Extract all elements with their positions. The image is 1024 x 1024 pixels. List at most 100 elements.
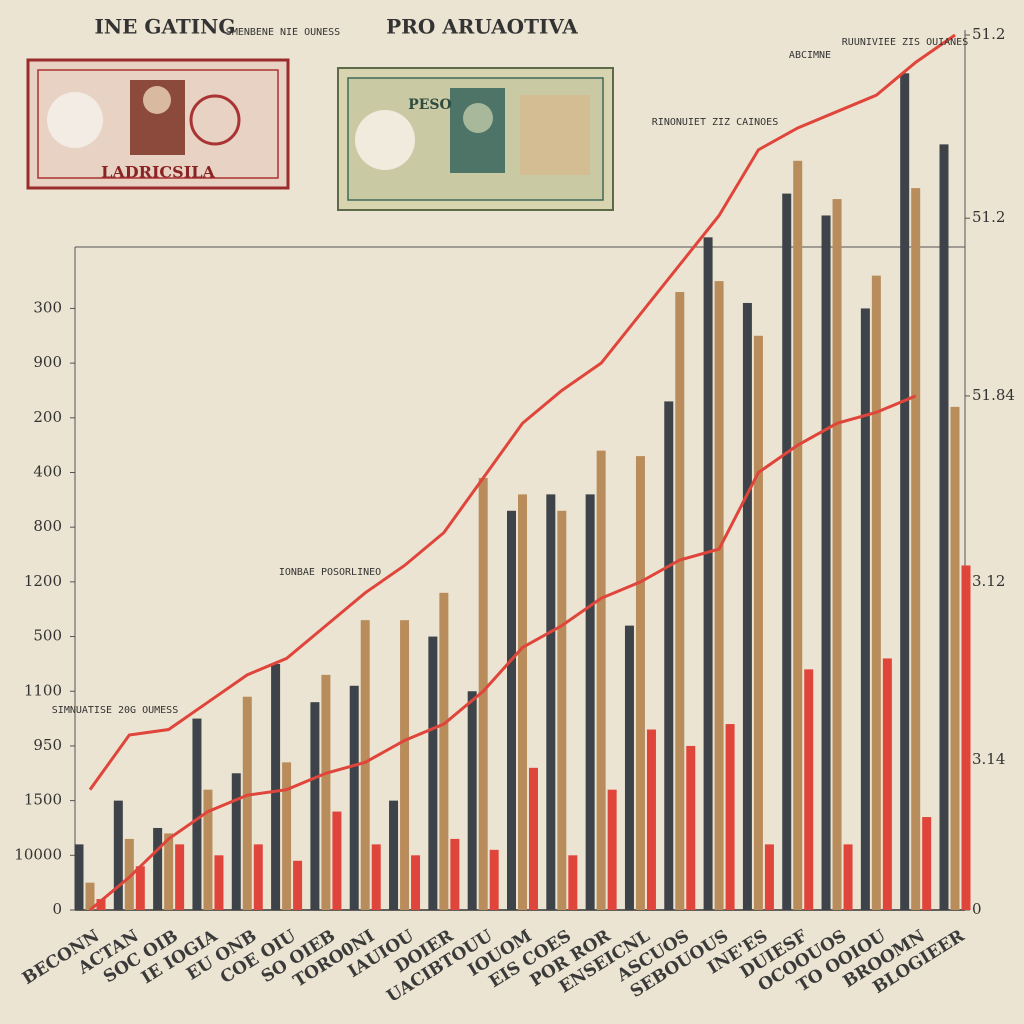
bar — [360, 620, 370, 910]
annotation: ABCIMNE — [789, 50, 831, 61]
bar — [153, 827, 163, 910]
bar — [821, 215, 831, 910]
bar — [675, 292, 685, 910]
bar — [596, 450, 606, 910]
bar — [310, 702, 320, 910]
line — [89, 394, 917, 912]
bar — [843, 844, 853, 910]
bar — [214, 855, 224, 910]
bar — [74, 844, 84, 910]
bar — [164, 833, 174, 910]
y-tick-label: 400 — [33, 463, 62, 481]
bar — [764, 844, 774, 910]
bar — [961, 565, 971, 910]
bar — [467, 691, 477, 910]
bar — [646, 729, 656, 910]
bar — [321, 674, 331, 910]
bar — [882, 658, 892, 910]
y-tick-label: 1100 — [24, 681, 62, 699]
bar — [804, 669, 814, 910]
y-tick-label: 10000 — [14, 845, 62, 863]
bar — [507, 510, 516, 910]
bar — [950, 406, 960, 910]
bar — [135, 866, 145, 910]
y2-tick-label: 0 — [972, 900, 982, 918]
y-tick-label: 1200 — [24, 572, 62, 590]
bar — [489, 849, 499, 910]
bar — [428, 636, 438, 910]
bar — [231, 773, 241, 910]
bar — [782, 193, 792, 910]
chart-subtitle: PRO ARUAOTIVA — [386, 15, 578, 39]
bar — [742, 302, 752, 910]
bar — [332, 811, 342, 910]
y-tick-label: 800 — [33, 517, 62, 535]
bar — [271, 663, 281, 910]
bar — [203, 789, 213, 910]
bar — [900, 73, 910, 910]
y-tick-label: 1500 — [24, 791, 62, 809]
y-tick-label: 0 — [52, 900, 62, 918]
bar — [478, 477, 488, 910]
bar — [349, 685, 359, 910]
bar — [389, 800, 399, 910]
bar — [686, 745, 696, 910]
bar — [175, 844, 185, 910]
bar — [585, 494, 595, 910]
bar — [293, 860, 303, 910]
bar — [411, 855, 421, 910]
bar — [753, 335, 763, 910]
annotation: RINONUIET ZIZ CAINOES — [652, 117, 778, 128]
bar — [624, 625, 634, 910]
y2-tick-label: 51.84 — [972, 386, 1015, 404]
bar — [860, 308, 870, 910]
bar — [85, 882, 95, 910]
annotation: SIMNUATISE 20G OUMESS — [52, 705, 178, 716]
y-tick-label: 300 — [33, 298, 62, 316]
y-tick-label: 500 — [33, 627, 62, 645]
y2-tick-label: 3.12 — [972, 572, 1005, 590]
bar — [282, 762, 292, 910]
bar — [911, 188, 921, 910]
bar — [400, 620, 410, 910]
banknote-red: LADRICSILA — [26, 58, 290, 190]
y-tick-label: 900 — [33, 353, 62, 371]
bar — [703, 237, 713, 910]
bar — [450, 838, 460, 910]
bar — [725, 724, 735, 910]
y2-tick-label: 3.14 — [972, 750, 1005, 768]
bar — [568, 855, 578, 910]
chart-title: INE GATING — [95, 15, 236, 39]
banknote-text: LADRICSILA — [101, 163, 215, 182]
bar — [113, 800, 123, 910]
y-tick-label: 200 — [33, 408, 62, 426]
y-tick-label: 950 — [33, 736, 62, 754]
bar — [124, 838, 134, 910]
bar — [793, 160, 803, 910]
bar — [714, 281, 724, 910]
bar — [557, 510, 567, 910]
bar — [871, 275, 881, 910]
annotation: IONBAE POSORLINEO — [279, 567, 381, 578]
bar — [192, 718, 202, 910]
bar — [939, 144, 949, 910]
banknote-green: PESO — [337, 67, 614, 211]
bar — [518, 494, 527, 910]
bar — [529, 767, 538, 910]
annotation: SMENBENE NIE OUNESS — [226, 27, 340, 38]
bar — [371, 844, 381, 910]
bar — [253, 844, 263, 910]
bar — [96, 899, 106, 910]
bar — [832, 199, 842, 910]
bar — [922, 817, 932, 910]
bar — [546, 494, 556, 910]
bar — [439, 592, 449, 910]
bar — [242, 696, 252, 910]
bar — [607, 789, 617, 910]
y2-tick-label: 51.2 — [972, 208, 1005, 226]
bar — [635, 456, 645, 910]
banknote-text: PESO — [408, 97, 452, 113]
y2-tick-label: 51.2 — [972, 25, 1005, 43]
bar — [664, 401, 674, 910]
